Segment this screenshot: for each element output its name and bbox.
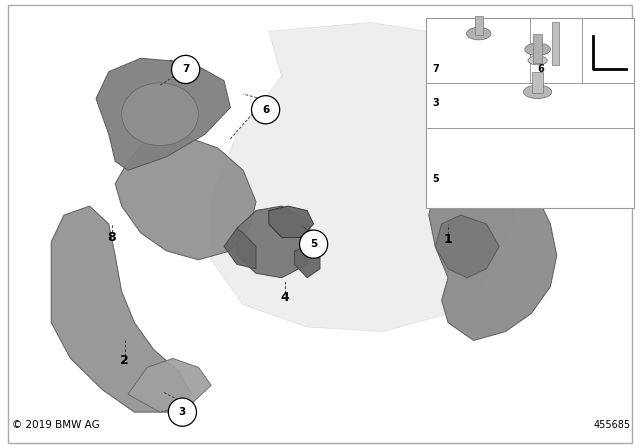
Text: 6: 6 bbox=[538, 65, 545, 74]
Bar bbox=[532, 72, 543, 93]
Text: 7: 7 bbox=[182, 65, 189, 74]
Text: 1: 1 bbox=[444, 233, 452, 246]
Text: 7: 7 bbox=[432, 65, 439, 74]
Circle shape bbox=[172, 56, 200, 83]
Text: © 2019 BMW AG: © 2019 BMW AG bbox=[12, 420, 99, 430]
Ellipse shape bbox=[122, 83, 198, 146]
Text: 5: 5 bbox=[310, 239, 317, 249]
Bar bbox=[426, 18, 634, 208]
Ellipse shape bbox=[525, 43, 550, 56]
Polygon shape bbox=[224, 228, 256, 269]
Ellipse shape bbox=[467, 27, 491, 40]
Polygon shape bbox=[211, 22, 525, 332]
Polygon shape bbox=[294, 246, 320, 278]
Polygon shape bbox=[237, 206, 314, 278]
Bar bbox=[533, 34, 542, 63]
Polygon shape bbox=[128, 358, 211, 412]
Ellipse shape bbox=[528, 56, 547, 65]
Ellipse shape bbox=[524, 85, 552, 99]
Text: 455685: 455685 bbox=[593, 420, 630, 430]
Circle shape bbox=[252, 96, 280, 124]
Polygon shape bbox=[115, 134, 256, 260]
Text: 5: 5 bbox=[432, 174, 439, 184]
Circle shape bbox=[300, 230, 328, 258]
Text: 8: 8 bbox=[108, 231, 116, 244]
Bar bbox=[475, 16, 483, 35]
Text: 4: 4 bbox=[280, 291, 289, 305]
Circle shape bbox=[168, 398, 196, 426]
Polygon shape bbox=[429, 166, 557, 340]
Polygon shape bbox=[96, 58, 230, 170]
Text: 3: 3 bbox=[179, 407, 186, 417]
Bar bbox=[552, 22, 559, 65]
Text: 6: 6 bbox=[262, 105, 269, 115]
Polygon shape bbox=[51, 206, 192, 412]
Polygon shape bbox=[474, 161, 531, 193]
Polygon shape bbox=[269, 206, 314, 237]
Text: 2: 2 bbox=[120, 354, 129, 367]
Polygon shape bbox=[435, 215, 499, 278]
Text: 3: 3 bbox=[432, 98, 439, 108]
